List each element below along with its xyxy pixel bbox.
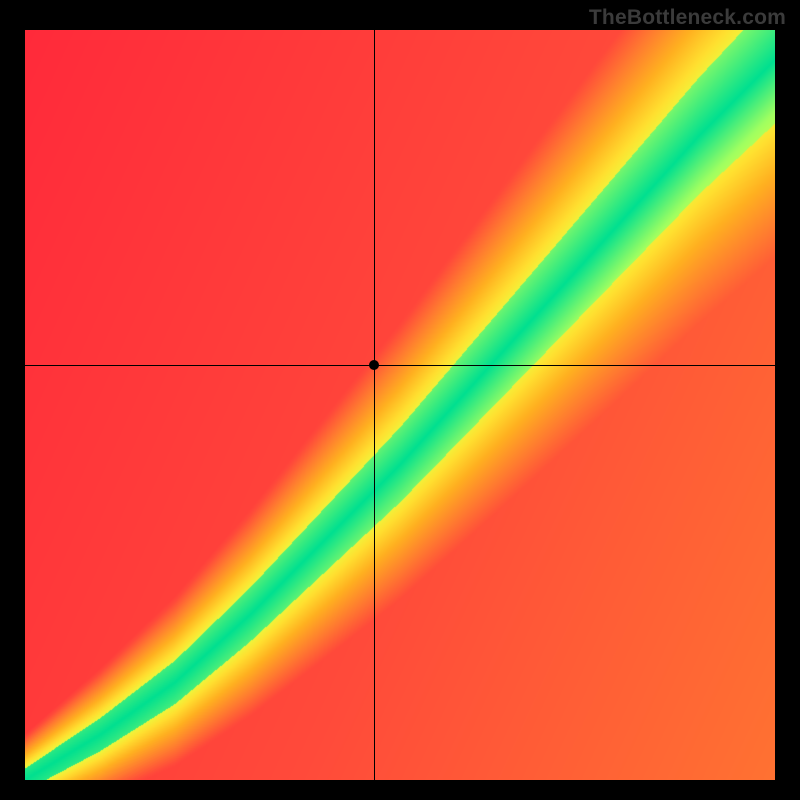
crosshair-marker: [369, 360, 379, 370]
crosshair-vertical: [374, 30, 375, 780]
heatmap-canvas: [25, 30, 775, 780]
heatmap-plot: [25, 30, 775, 780]
crosshair-horizontal: [25, 365, 775, 366]
watermark-text: TheBottleneck.com: [589, 6, 786, 30]
